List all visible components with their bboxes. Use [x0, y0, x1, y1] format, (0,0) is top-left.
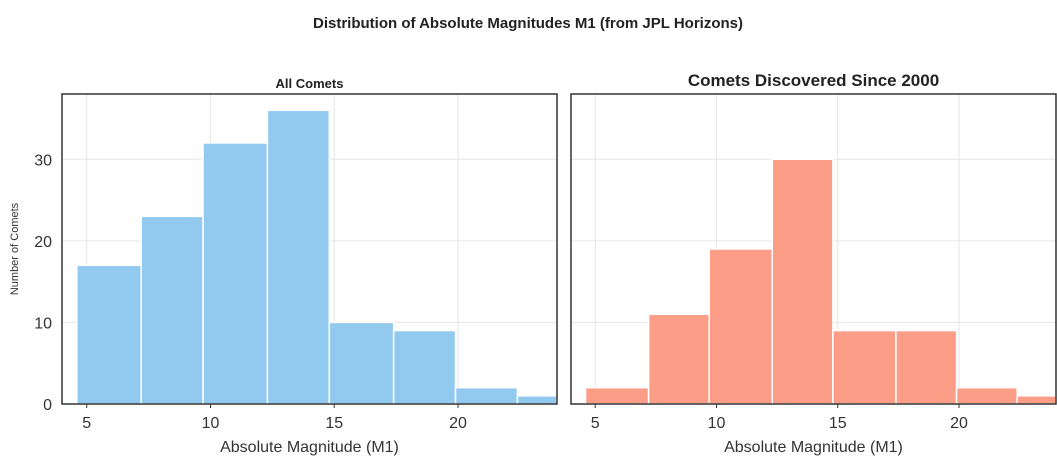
all-comets-xtick-label-20: 20 [449, 415, 467, 432]
all-comets-ylabel: Number of Comets [9, 202, 21, 295]
figure-suptitle: Distribution of Absolute Magnitudes M1 (… [313, 15, 743, 32]
all-comets-bar-5 [392, 329, 457, 405]
all-comets-ytick-label-20: 20 [34, 234, 52, 251]
all-comets-xtick-label-5: 5 [82, 415, 91, 432]
since-2000-frame [570, 93, 1057, 405]
since-2000-xtick-label-15: 15 [829, 415, 847, 432]
panel-all-comets: 5 10 15 20 0 10 20 30 All Comets Absolute Magnitu… [9, 76, 558, 456]
since-2000-xtick-label-10: 10 [708, 415, 726, 432]
since-2000-bar-6 [955, 386, 1018, 405]
since-2000-xtick-label-5: 5 [591, 415, 600, 432]
since-2000-xlabel: Absolute Magnitude (M1) [724, 439, 903, 456]
all-comets-bar-2 [202, 142, 269, 405]
all-comets-xtick-label-15: 15 [325, 415, 343, 432]
all-comets-bar-7 [516, 395, 558, 405]
all-comets-xtick-label-10: 10 [202, 415, 220, 432]
since-2000-title: Comets Discovered Since 2000 [688, 71, 939, 90]
all-comets-ytick-label-10: 10 [34, 315, 52, 332]
all-comets-ytick-label-0: 0 [43, 397, 52, 414]
all-comets-bar-6 [454, 386, 519, 405]
all-comets-xlabel: Absolute Magnitude (M1) [220, 439, 399, 456]
all-comets-ytick-label-30: 30 [34, 152, 52, 169]
all-comets-title: All Comets [276, 76, 344, 91]
since-2000-bar-3 [771, 158, 834, 405]
all-comets-frame [61, 93, 558, 405]
since-2000-bar-2 [708, 248, 774, 405]
panel-since-2000: 5 10 15 20 Comets Discovered Since 2000 Absol… [570, 71, 1057, 456]
since-2000-bar-1 [647, 313, 710, 405]
all-comets-bar-1 [140, 215, 204, 405]
since-2000-bar-4 [832, 329, 897, 405]
since-2000-bar-5 [895, 329, 958, 405]
all-comets-bar-4 [328, 321, 395, 405]
all-comets-bar-3 [266, 109, 331, 405]
all-comets-bar-0 [76, 264, 142, 405]
since-2000-bar-0 [584, 386, 650, 405]
since-2000-bar-7 [1016, 395, 1057, 405]
since-2000-xtick-label-20: 20 [950, 415, 968, 432]
